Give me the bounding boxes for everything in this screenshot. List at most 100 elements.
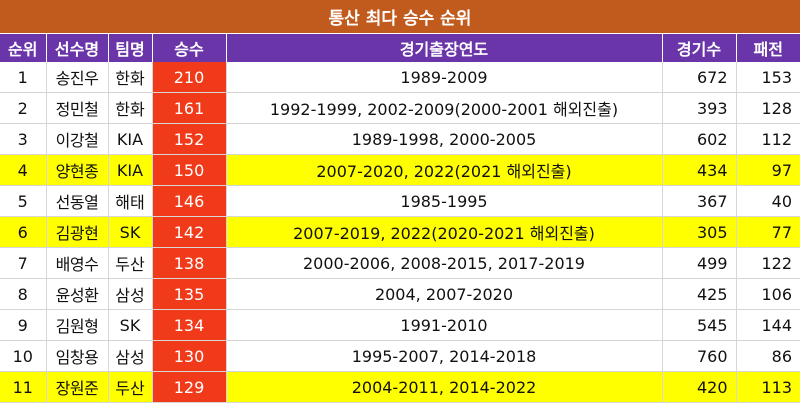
- cell-games: 434: [662, 154, 737, 186]
- cell-wins: 152: [152, 123, 227, 155]
- table-row: 8 윤성환 삼성 135 2004, 2007-2020 425 106: [0, 278, 800, 310]
- cell-team: SK: [108, 216, 153, 248]
- header-games: 경기수: [662, 34, 737, 62]
- cell-wins: 150: [152, 154, 227, 186]
- table-body: 1 송진우 한화 210 1989-2009 672 153 2 정민철 한화 161 1992-19…: [0, 62, 800, 403]
- cell-wins: 210: [152, 62, 227, 93]
- cell-team: 해태: [108, 185, 153, 217]
- cell-games: 602: [662, 123, 737, 155]
- header-years: 경기출장연도: [226, 34, 663, 62]
- cell-losses: 144: [736, 309, 800, 341]
- cell-games: 425: [662, 278, 737, 310]
- cell-rank: 6: [0, 216, 47, 248]
- table-row: 5 선동열 해태 146 1985-1995 367 40: [0, 185, 800, 217]
- cell-losses: 106: [736, 278, 800, 310]
- cell-player-name: 선동열: [46, 185, 109, 217]
- cell-years: 2004, 2007-2020: [226, 278, 663, 310]
- cell-team: 한화: [108, 62, 153, 93]
- cell-rank: 9: [0, 309, 47, 341]
- cell-team: 두산: [108, 371, 153, 403]
- header-losses: 패전: [736, 34, 800, 62]
- cell-team: SK: [108, 309, 153, 341]
- cell-wins: 134: [152, 309, 227, 341]
- cell-wins: 146: [152, 185, 227, 217]
- cell-years: 1989-1998, 2000-2005: [226, 123, 663, 155]
- cell-rank: 5: [0, 185, 47, 217]
- cell-losses: 113: [736, 371, 800, 403]
- cell-team: 두산: [108, 247, 153, 279]
- table-header: 순위 선수명 팀명 승수 경기출장연도 경기수 패전: [0, 34, 800, 62]
- header-row: 순위 선수명 팀명 승수 경기출장연도 경기수 패전: [0, 34, 800, 62]
- table-row: 1 송진우 한화 210 1989-2009 672 153: [0, 62, 800, 93]
- table-row: 7 배영수 두산 138 2000-2006, 2008-2015, 2017-2019…: [0, 247, 800, 279]
- cell-wins: 130: [152, 340, 227, 372]
- cell-team: KIA: [108, 154, 153, 186]
- cell-years: 2000-2006, 2008-2015, 2017-2019: [226, 247, 663, 279]
- cell-player-name: 이강철: [46, 123, 109, 155]
- cell-wins: 135: [152, 278, 227, 310]
- cell-rank: 3: [0, 123, 47, 155]
- table-row: 9 김원형 SK 134 1991-2010 545 144: [0, 309, 800, 341]
- table-row: 6 김광현 SK 142 2007-2019, 2022(2020-2021 해외진출)…: [0, 216, 800, 248]
- cell-player-name: 정민철: [46, 92, 109, 124]
- cell-rank: 8: [0, 278, 47, 310]
- cell-player-name: 임창용: [46, 340, 109, 372]
- cell-player-name: 김광현: [46, 216, 109, 248]
- cell-losses: 97: [736, 154, 800, 186]
- cell-player-name: 배영수: [46, 247, 109, 279]
- table-row: 3 이강철 KIA 152 1989-1998, 2000-2005 602 112: [0, 123, 800, 155]
- cell-games: 367: [662, 185, 737, 217]
- cell-player-name: 장원준: [46, 371, 109, 403]
- table-title: 통산 최다 승수 순위: [0, 0, 800, 34]
- cell-games: 393: [662, 92, 737, 124]
- cell-games: 305: [662, 216, 737, 248]
- cell-losses: 128: [736, 92, 800, 124]
- header-wins: 승수: [152, 34, 227, 62]
- cell-games: 499: [662, 247, 737, 279]
- table-row: 4 양현종 KIA 150 2007-2020, 2022(2021 해외진출) 434 9…: [0, 154, 800, 186]
- wins-ranking-table: 순위 선수명 팀명 승수 경기출장연도 경기수 패전 1 송진우 한화 210 1989…: [0, 34, 800, 403]
- cell-player-name: 송진우: [46, 62, 109, 93]
- cell-losses: 112: [736, 123, 800, 155]
- cell-losses: 153: [736, 62, 800, 93]
- cell-player-name: 윤성환: [46, 278, 109, 310]
- header-team: 팀명: [108, 34, 153, 62]
- cell-years: 2004-2011, 2014-2022: [226, 371, 663, 403]
- cell-years: 1992-1999, 2002-2009(2000-2001 해외진출): [226, 92, 663, 124]
- cell-years: 1989-2009: [226, 62, 663, 93]
- cell-losses: 40: [736, 185, 800, 217]
- cell-rank: 1: [0, 62, 47, 93]
- cell-wins: 138: [152, 247, 227, 279]
- cell-games: 672: [662, 62, 737, 93]
- table-row: 10 임창용 삼성 130 1995-2007, 2014-2018 760 86: [0, 340, 800, 372]
- cell-rank: 4: [0, 154, 47, 186]
- cell-games: 545: [662, 309, 737, 341]
- cell-wins: 161: [152, 92, 227, 124]
- cell-losses: 86: [736, 340, 800, 372]
- cell-games: 420: [662, 371, 737, 403]
- cell-years: 1991-2010: [226, 309, 663, 341]
- cell-player-name: 김원형: [46, 309, 109, 341]
- cell-years: 2007-2020, 2022(2021 해외진출): [226, 154, 663, 186]
- cell-wins: 142: [152, 216, 227, 248]
- header-rank: 순위: [0, 34, 47, 62]
- header-name: 선수명: [46, 34, 109, 62]
- cell-player-name: 양현종: [46, 154, 109, 186]
- cell-team: KIA: [108, 123, 153, 155]
- cell-losses: 122: [736, 247, 800, 279]
- cell-team: 삼성: [108, 278, 153, 310]
- cell-rank: 2: [0, 92, 47, 124]
- table-row: 2 정민철 한화 161 1992-1999, 2002-2009(2000-2001 …: [0, 92, 800, 124]
- cell-years: 1995-2007, 2014-2018: [226, 340, 663, 372]
- cell-games: 760: [662, 340, 737, 372]
- cell-losses: 77: [736, 216, 800, 248]
- cell-rank: 11: [0, 371, 47, 403]
- cell-rank: 10: [0, 340, 47, 372]
- cell-years: 1985-1995: [226, 185, 663, 217]
- cell-team: 삼성: [108, 340, 153, 372]
- cell-team: 한화: [108, 92, 153, 124]
- cell-rank: 7: [0, 247, 47, 279]
- cell-wins: 129: [152, 371, 227, 403]
- table-row: 11 장원준 두산 129 2004-2011, 2014-2022 420 113: [0, 371, 800, 403]
- cell-years: 2007-2019, 2022(2020-2021 해외진출): [226, 216, 663, 248]
